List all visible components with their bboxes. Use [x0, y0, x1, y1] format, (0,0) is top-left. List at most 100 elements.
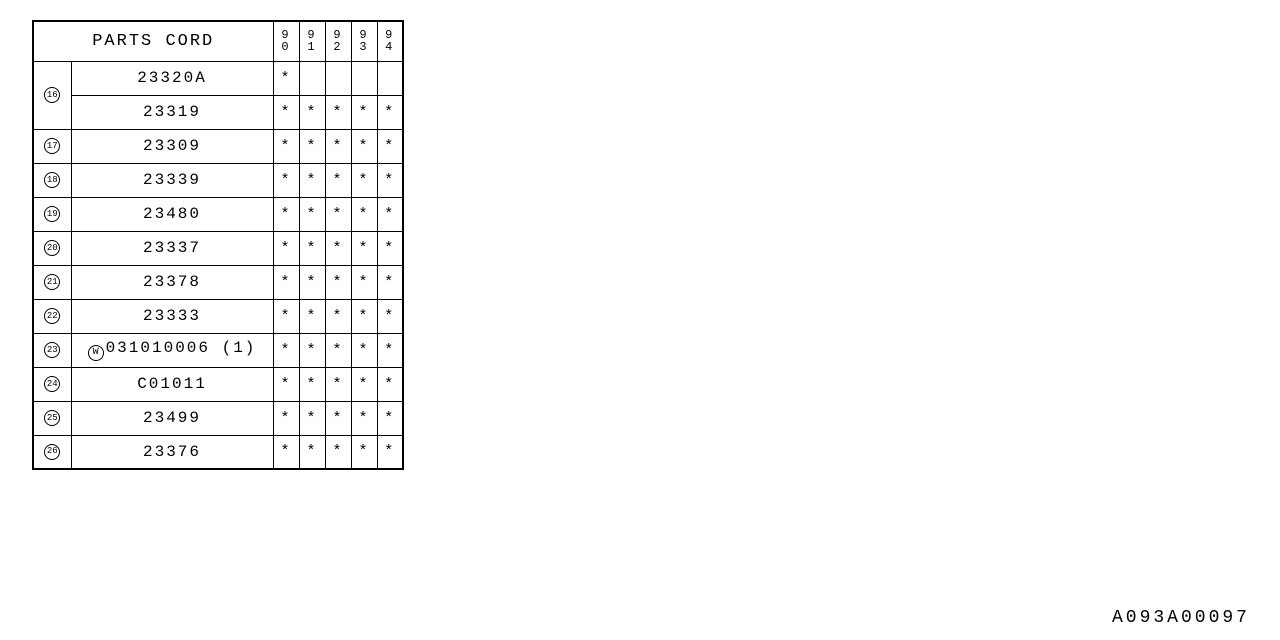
mark-cell — [351, 61, 377, 95]
table-row: 1823339***** — [33, 163, 403, 197]
mark-cell: * — [325, 231, 351, 265]
mark-cell: * — [325, 435, 351, 469]
table-body: 1623320A*23319*****1723309*****1823339**… — [33, 61, 403, 469]
part-cell: 23376 — [71, 435, 273, 469]
mark-cell: * — [273, 163, 299, 197]
part-number: 23320A — [137, 69, 207, 87]
ref-cell: 21 — [33, 265, 71, 299]
mark-cell: * — [273, 435, 299, 469]
ref-cell: 23 — [33, 333, 71, 367]
mark-cell: * — [351, 435, 377, 469]
mark-cell: * — [351, 299, 377, 333]
mark-cell: * — [273, 95, 299, 129]
table-row: 2523499***** — [33, 401, 403, 435]
mark-cell: * — [351, 333, 377, 367]
mark-cell: * — [325, 129, 351, 163]
mark-cell: * — [325, 265, 351, 299]
mark-cell: * — [299, 197, 325, 231]
ref-badge: 19 — [44, 206, 60, 222]
mark-cell — [299, 61, 325, 95]
mark-cell: * — [351, 401, 377, 435]
part-number: 23339 — [143, 171, 201, 189]
ref-cell: 24 — [33, 367, 71, 401]
page: PARTS CORD 9091929394 1623320A*23319****… — [0, 0, 1280, 640]
table-row: 1723309***** — [33, 129, 403, 163]
header-year-92: 92 — [325, 21, 351, 61]
part-number: 23378 — [143, 273, 201, 291]
mark-cell: * — [299, 129, 325, 163]
mark-cell: * — [351, 129, 377, 163]
part-cell: W031010006 (1) — [71, 333, 273, 367]
mark-cell — [377, 61, 403, 95]
mark-cell: * — [377, 163, 403, 197]
ref-badge: 21 — [44, 274, 60, 290]
mark-cell: * — [325, 95, 351, 129]
ref-badge: 17 — [44, 138, 60, 154]
mark-cell: * — [377, 197, 403, 231]
table-row: 2023337***** — [33, 231, 403, 265]
mark-cell: * — [273, 333, 299, 367]
part-cell: 23309 — [71, 129, 273, 163]
mark-cell: * — [351, 197, 377, 231]
document-id: A093A00097 — [1112, 608, 1250, 628]
header-year-94: 94 — [377, 21, 403, 61]
mark-cell: * — [351, 95, 377, 129]
mark-cell: * — [299, 95, 325, 129]
parts-table: PARTS CORD 9091929394 1623320A*23319****… — [32, 20, 404, 470]
part-cell: 23480 — [71, 197, 273, 231]
mark-cell: * — [273, 129, 299, 163]
mark-cell: * — [273, 401, 299, 435]
header-year-90: 90 — [273, 21, 299, 61]
mark-cell: * — [377, 95, 403, 129]
table-row: 24C01011***** — [33, 367, 403, 401]
mark-cell: * — [377, 367, 403, 401]
mark-cell: * — [377, 401, 403, 435]
ref-badge: 25 — [44, 410, 60, 426]
mark-cell: * — [273, 197, 299, 231]
mark-cell: * — [325, 299, 351, 333]
ref-cell: 25 — [33, 401, 71, 435]
part-number: 23376 — [143, 443, 201, 461]
mark-cell: * — [273, 367, 299, 401]
ref-badge: 22 — [44, 308, 60, 324]
ref-badge: 18 — [44, 172, 60, 188]
ref-cell: 17 — [33, 129, 71, 163]
part-cell: 23378 — [71, 265, 273, 299]
table-row: 2623376***** — [33, 435, 403, 469]
part-cell: 23320A — [71, 61, 273, 95]
table-header-row: PARTS CORD 9091929394 — [33, 21, 403, 61]
mark-cell: * — [377, 129, 403, 163]
mark-cell: * — [273, 299, 299, 333]
mark-cell: * — [325, 333, 351, 367]
table-row: 1923480***** — [33, 197, 403, 231]
header-parts-label: PARTS CORD — [33, 21, 273, 61]
part-number: C01011 — [137, 375, 207, 393]
ref-badge: 16 — [44, 87, 60, 103]
mark-cell: * — [325, 367, 351, 401]
part-number: 23480 — [143, 205, 201, 223]
table-row: 23W031010006 (1)***** — [33, 333, 403, 367]
mark-cell: * — [299, 163, 325, 197]
ref-cell: 26 — [33, 435, 71, 469]
mark-cell: * — [299, 401, 325, 435]
mark-cell: * — [299, 435, 325, 469]
part-cell: C01011 — [71, 367, 273, 401]
table-row: 2123378***** — [33, 265, 403, 299]
mark-cell: * — [377, 299, 403, 333]
mark-cell: * — [351, 367, 377, 401]
mark-cell: * — [351, 231, 377, 265]
mark-cell: * — [299, 367, 325, 401]
part-number: 031010006 (1) — [106, 339, 257, 357]
ref-cell: 20 — [33, 231, 71, 265]
mark-cell: * — [273, 231, 299, 265]
part-cell: 23499 — [71, 401, 273, 435]
part-number: 23319 — [143, 103, 201, 121]
part-number: 23333 — [143, 307, 201, 325]
ref-cell: 22 — [33, 299, 71, 333]
ref-cell: 16 — [33, 61, 71, 129]
part-cell: 23339 — [71, 163, 273, 197]
mark-cell: * — [325, 163, 351, 197]
ref-cell: 19 — [33, 197, 71, 231]
header-year-91: 91 — [299, 21, 325, 61]
part-prefix-badge: W — [88, 345, 104, 361]
